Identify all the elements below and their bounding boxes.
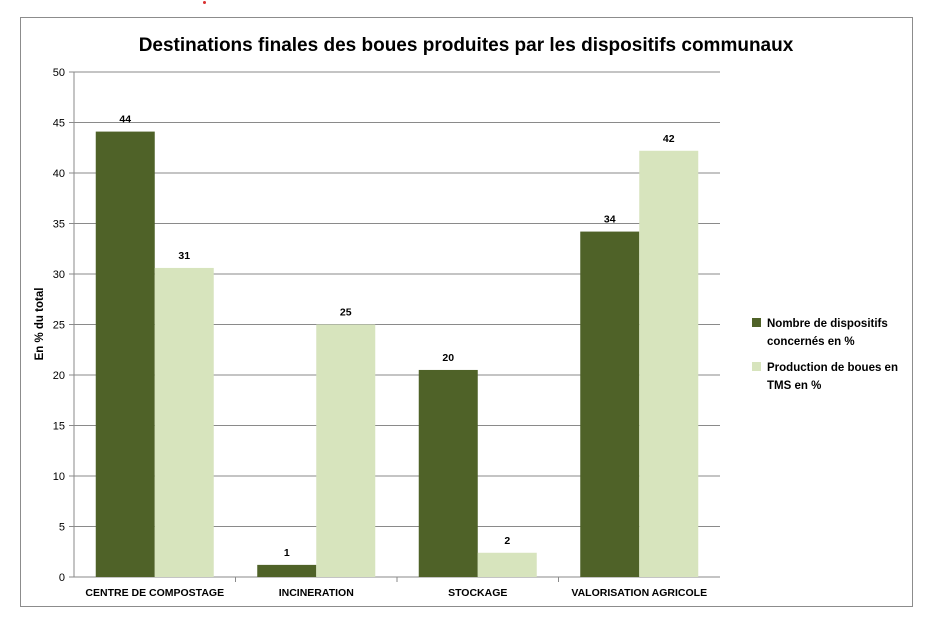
data-label: 25 [340,307,352,319]
bar [477,552,537,577]
legend-label: Nombre de dispositifs [767,318,888,330]
bar [95,131,155,577]
x-category-label: STOCKAGE [448,587,507,599]
y-tick-label: 30 [53,269,65,281]
x-category-label: INCINERATION [279,587,354,599]
data-label: 1 [284,547,290,559]
legend-swatch [752,318,761,327]
bar [639,150,699,577]
y-tick-label: 15 [53,421,65,433]
bar [257,564,317,577]
y-axis-label: En % du total [34,288,46,361]
y-tick-label: 40 [53,168,65,180]
data-label: 42 [663,133,675,145]
x-category-labels: CENTRE DE COMPOSTAGE INCINERATION STOCKAGE… [85,587,707,599]
y-tick-label: 25 [53,320,65,332]
y-tick-label: 35 [53,219,65,231]
data-label: 44 [119,114,131,126]
x-category-label: CENTRE DE COMPOSTAGE [85,587,224,599]
data-label: 34 [604,214,616,226]
bar [418,369,478,577]
chart-title: Destinations finales des boues produites… [139,35,794,56]
red-dot-mark [203,1,206,4]
y-tick-label: 0 [59,572,65,584]
y-tick-label: 5 [59,522,65,534]
legend-label: TMS en % [767,380,821,392]
bars [95,131,699,577]
data-labels: 44 31 1 25 20 2 34 42 [119,114,674,559]
legend-label: Production de boues en [767,362,898,374]
y-tick-labels: 0 5 10 15 20 25 30 35 40 45 50 [53,67,65,584]
legend: Nombre de dispositifs concernés en % Produ… [752,318,898,392]
y-tick-label: 20 [53,370,65,382]
legend-label: concernés en % [767,336,855,348]
bar [580,231,640,577]
data-label: 2 [504,535,510,547]
bar [316,324,376,577]
y-tick-label: 45 [53,118,65,130]
data-label: 31 [178,250,190,262]
data-label: 20 [442,352,454,364]
bar [154,267,214,577]
legend-swatch [752,362,761,371]
y-tick-label: 10 [53,471,65,483]
y-tick-label: 50 [53,67,65,79]
x-category-label: VALORISATION AGRICOLE [571,587,707,599]
